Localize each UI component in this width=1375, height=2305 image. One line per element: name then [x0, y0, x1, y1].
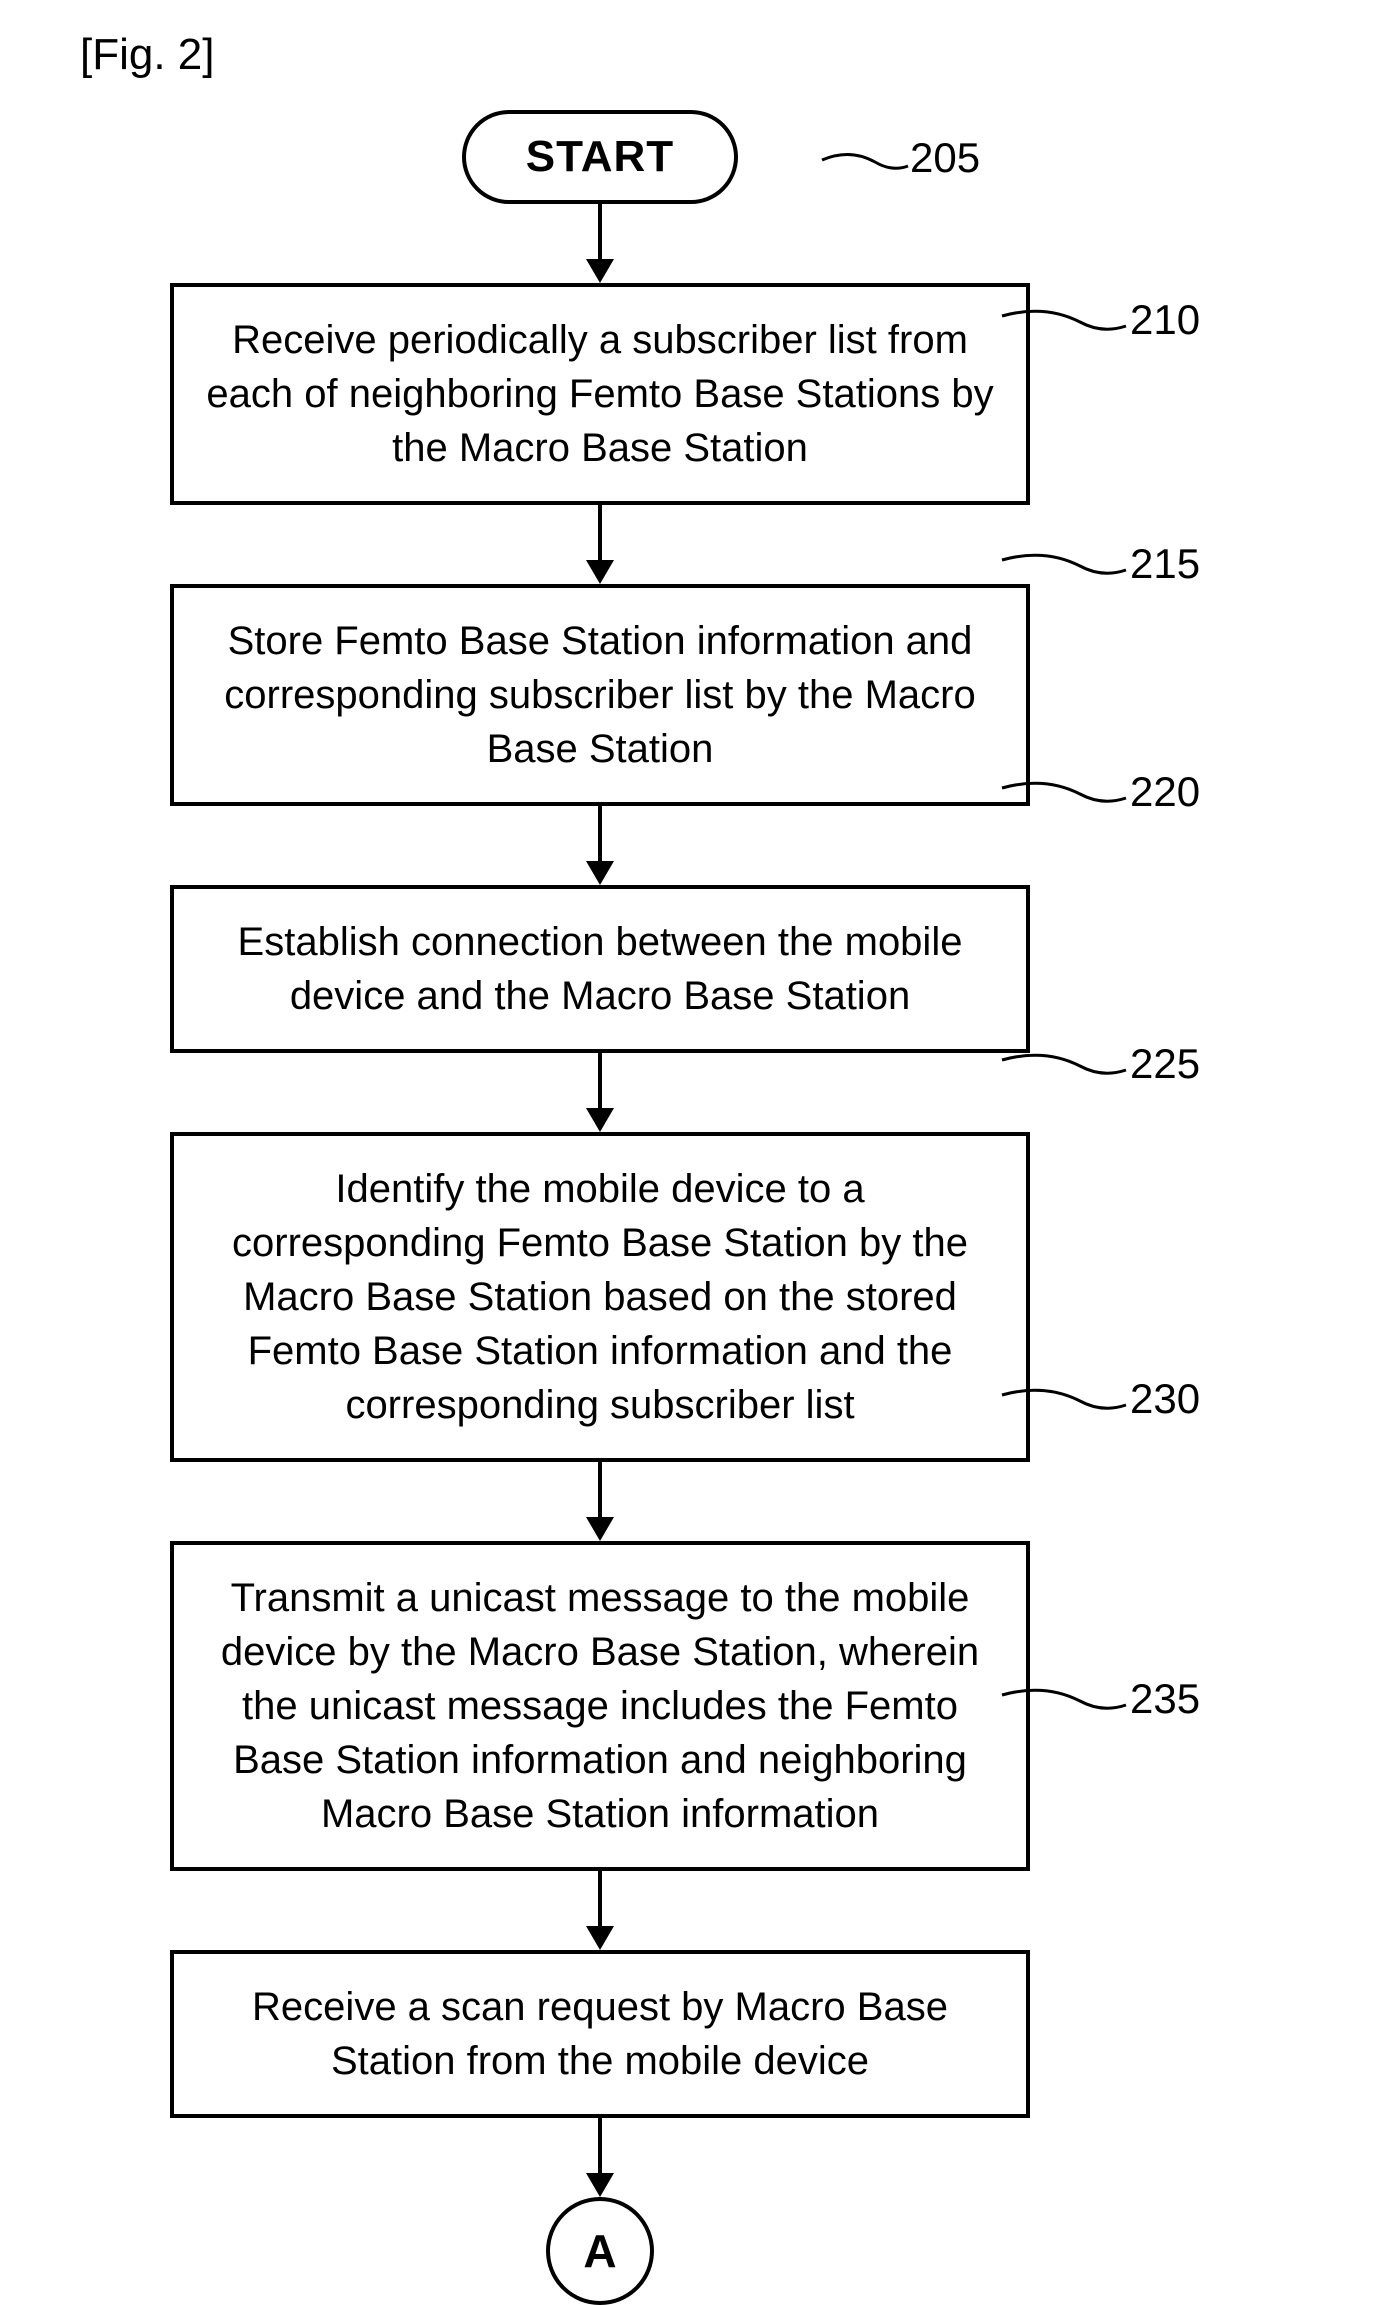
arrowhead-icon	[586, 560, 614, 584]
ref-label-210: 210	[1130, 296, 1200, 344]
offpage-connector-a: A	[546, 2197, 654, 2305]
connector	[586, 1462, 614, 1541]
ref-label-215: 215	[1130, 540, 1200, 588]
ref-label-230: 230	[1130, 1375, 1200, 1423]
connector	[586, 806, 614, 885]
arrow-line	[598, 1871, 602, 1926]
arrow-line	[598, 1053, 602, 1108]
process-box-230: Transmit a unicast message to the mobile…	[170, 1541, 1030, 1871]
process-box-235: Receive a scan request by Macro Base Sta…	[170, 1950, 1030, 2118]
connector	[586, 505, 614, 584]
arrowhead-icon	[586, 1517, 614, 1541]
arrow-line	[598, 2118, 602, 2173]
arrowhead-icon	[586, 861, 614, 885]
arrow-line	[598, 1462, 602, 1517]
arrow-line	[598, 204, 602, 259]
process-box-220: Establish connection between the mobile …	[170, 885, 1030, 1053]
connector	[586, 1053, 614, 1132]
ref-tail-icon	[1000, 550, 1128, 584]
arrow-line	[598, 806, 602, 861]
ref-tail-icon	[1000, 1050, 1128, 1084]
connector	[586, 1871, 614, 1950]
ref-label-225: 225	[1130, 1040, 1200, 1088]
ref-tail-icon	[820, 148, 910, 182]
flowchart: START Receive periodically a subscriber …	[130, 110, 1070, 2305]
ref-label-205: 205	[910, 134, 980, 182]
arrowhead-icon	[586, 1926, 614, 1950]
arrow-line	[598, 505, 602, 560]
arrowhead-icon	[586, 2173, 614, 2197]
ref-tail-icon	[1000, 1385, 1128, 1419]
figure-label: [Fig. 2]	[80, 30, 215, 80]
ref-tail-icon	[1000, 1685, 1128, 1719]
connector	[586, 204, 614, 283]
process-box-225: Identify the mobile device to a correspo…	[170, 1132, 1030, 1462]
ref-tail-icon	[1000, 778, 1128, 812]
ref-tail-icon	[1000, 306, 1128, 340]
process-box-215: Store Femto Base Station information and…	[170, 584, 1030, 806]
process-box-210: Receive periodically a subscriber list f…	[170, 283, 1030, 505]
arrowhead-icon	[586, 259, 614, 283]
connector	[586, 2118, 614, 2197]
ref-label-235: 235	[1130, 1675, 1200, 1723]
start-terminator: START	[462, 110, 738, 204]
page: [Fig. 2] START Receive periodically a su…	[0, 0, 1375, 2091]
arrowhead-icon	[586, 1108, 614, 1132]
ref-label-220: 220	[1130, 768, 1200, 816]
